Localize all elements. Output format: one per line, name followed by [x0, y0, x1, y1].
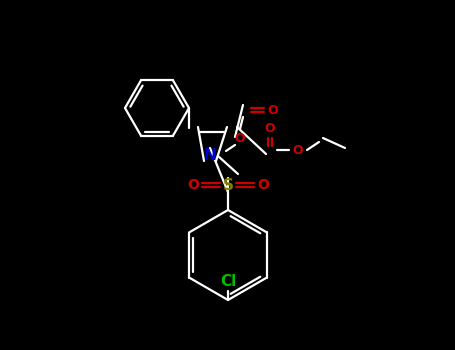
- Text: O: O: [187, 178, 199, 192]
- Text: N: N: [204, 147, 217, 162]
- Text: Cl: Cl: [220, 274, 236, 289]
- Text: O: O: [293, 144, 303, 156]
- Text: S: S: [222, 177, 233, 192]
- Text: O: O: [257, 178, 269, 192]
- Text: O: O: [235, 132, 245, 145]
- Text: O: O: [268, 104, 278, 117]
- Text: O: O: [265, 121, 275, 134]
